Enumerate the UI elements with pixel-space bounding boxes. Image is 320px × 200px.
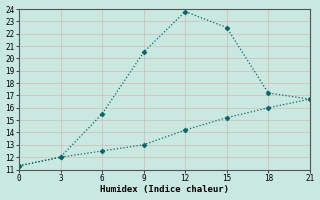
X-axis label: Humidex (Indice chaleur): Humidex (Indice chaleur) [100,185,229,194]
